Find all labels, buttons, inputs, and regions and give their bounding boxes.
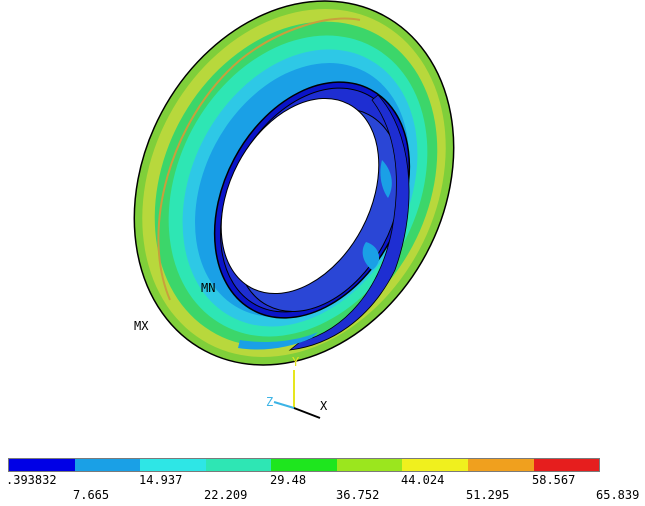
legend-swatch	[205, 459, 272, 471]
triad-z-label: Z	[266, 395, 273, 409]
outer-edge-highlight	[157, 17, 361, 301]
legend-swatch	[533, 459, 600, 471]
inner-wall-right	[288, 94, 410, 351]
contour-plot: MN MX Y Z X	[133, 0, 455, 419]
legend-swatch	[402, 459, 468, 471]
max-marker: MX	[134, 319, 149, 333]
inner-wall-patch-1	[380, 160, 392, 198]
legend-tick-lower: 51.295	[466, 488, 510, 502]
legend-swatch	[271, 459, 337, 471]
ring-model	[133, 0, 455, 366]
inner-wall-patch-3	[238, 332, 318, 350]
model-viewport[interactable]: MN MX Y Z X	[0, 0, 645, 440]
legend-tick-lower: 36.752	[336, 488, 380, 502]
legend-tick-upper: 29.48	[270, 473, 307, 487]
legend-swatch	[74, 459, 141, 471]
legend-swatch	[467, 459, 534, 471]
legend-tick-lower: 22.209	[204, 488, 248, 502]
legend-tick-upper: 14.937	[139, 473, 183, 487]
triad-x-axis	[293, 407, 321, 419]
legend-tick-upper: .393832	[6, 473, 57, 487]
coordinate-triad: Y Z X	[266, 355, 328, 419]
triad-y-label: Y	[292, 355, 300, 369]
contour-legend-bar	[8, 458, 600, 472]
legend-tick-lower: 7.665	[73, 488, 110, 502]
bore-hole	[220, 97, 380, 295]
legend-tick-lower: 65.839	[596, 488, 640, 502]
legend-tick-upper: 44.024	[401, 473, 445, 487]
triad-x-label: X	[320, 399, 328, 413]
inner-wall-patch-2	[362, 242, 380, 270]
legend-swatch	[336, 459, 403, 471]
legend-swatch	[140, 459, 206, 471]
triad-z-axis	[273, 401, 295, 409]
min-marker: MN	[201, 281, 215, 295]
legend-tick-upper: 58.567	[532, 473, 576, 487]
legend-swatch	[9, 459, 75, 471]
